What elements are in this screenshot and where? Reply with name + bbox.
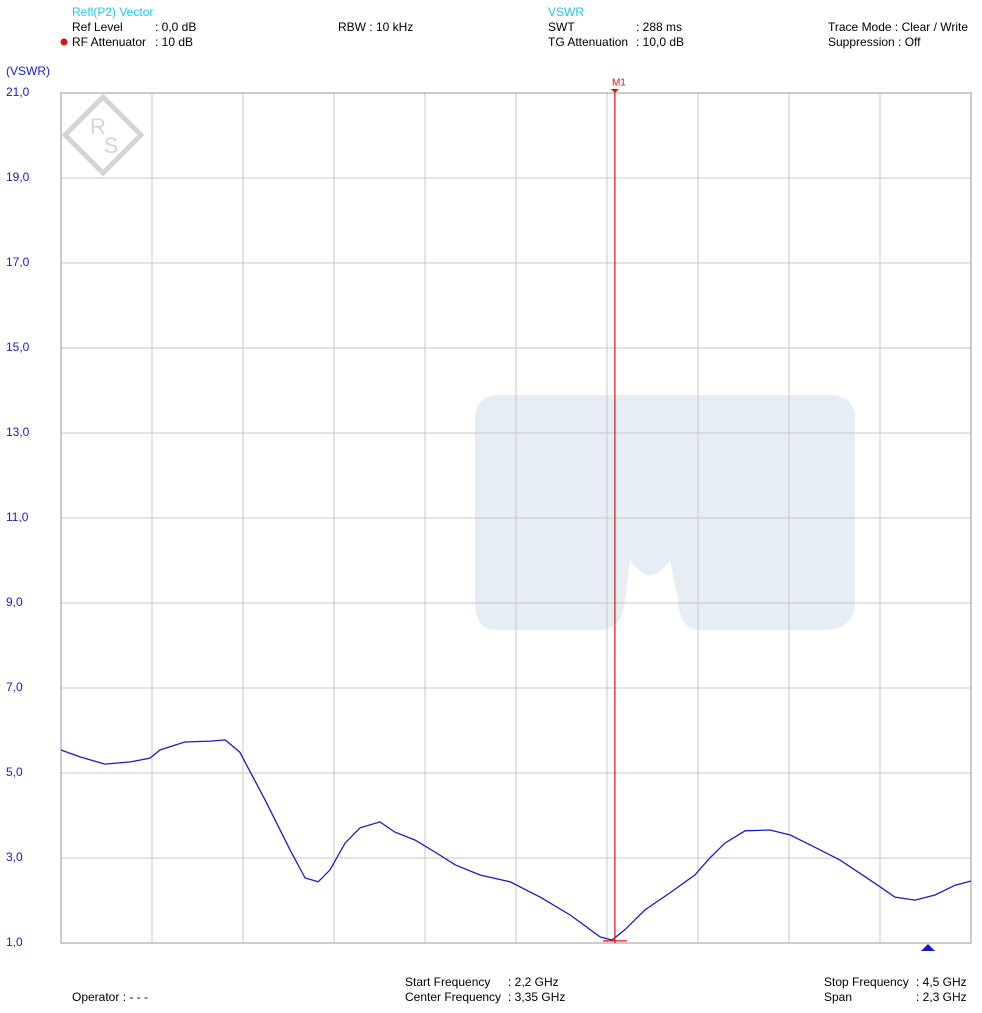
center-value: : 3,35 GHz [508, 990, 565, 1004]
ref-level-value: : 0,0 dB [155, 20, 196, 34]
svg-text:R: R [90, 114, 106, 139]
y-axis-label: (VSWR) [6, 64, 50, 78]
operator: Operator : - - - [72, 990, 148, 1004]
stop-value: : 4,5 GHz [916, 975, 967, 989]
trace-mode: Trace Mode : Clear / Write [828, 20, 968, 34]
span-label: Span [824, 990, 852, 1004]
y-tick-label: 9,0 [6, 595, 23, 609]
svg-text:S: S [104, 133, 119, 158]
tg-label: TG Attenuation [548, 35, 628, 49]
y-tick-label: 3,0 [6, 850, 23, 864]
rs-logo: R S [61, 93, 145, 177]
marker-indicator [921, 944, 935, 951]
rf-att-label: RF Attenuator [72, 35, 146, 49]
y-tick-label: 15,0 [6, 340, 30, 354]
stop-label: Stop Frequency [824, 975, 909, 989]
start-label: Start Frequency [405, 975, 490, 989]
span-value: : 2,3 GHz [916, 990, 967, 1004]
y-tick-label: 19,0 [6, 170, 30, 184]
y-tick-label: 13,0 [6, 425, 30, 439]
marker-label: M1 [612, 78, 626, 89]
start-value: : 2,2 GHz [508, 975, 559, 989]
watermark [475, 395, 855, 630]
y-tick-label: 5,0 [6, 765, 23, 779]
y-tick-label: 17,0 [6, 255, 30, 269]
tg-value: : 10,0 dB [636, 35, 684, 49]
ref-level-label: Ref Level [72, 20, 123, 34]
y-tick-label: 1,0 [6, 935, 23, 949]
swt-label: SWT [548, 20, 575, 34]
rbw: RBW : 10 kHz [338, 20, 413, 34]
marker-head [610, 89, 619, 93]
rf-att-value: : 10 dB [155, 35, 193, 49]
measurement: Refl(P2) Vector [72, 5, 153, 19]
trace [60, 739, 972, 941]
center-label: Center Frequency [405, 990, 501, 1004]
y-tick-label: 21,0 [6, 85, 30, 99]
suppression: Suppression : Off [828, 35, 921, 49]
swt-value: : 288 ms [636, 20, 682, 34]
y-tick-label: 7,0 [6, 680, 23, 694]
display: VSWR [548, 5, 584, 19]
y-tick-label: 11,0 [6, 510, 29, 524]
plot-frame [60, 92, 972, 944]
status-dot [60, 38, 68, 46]
